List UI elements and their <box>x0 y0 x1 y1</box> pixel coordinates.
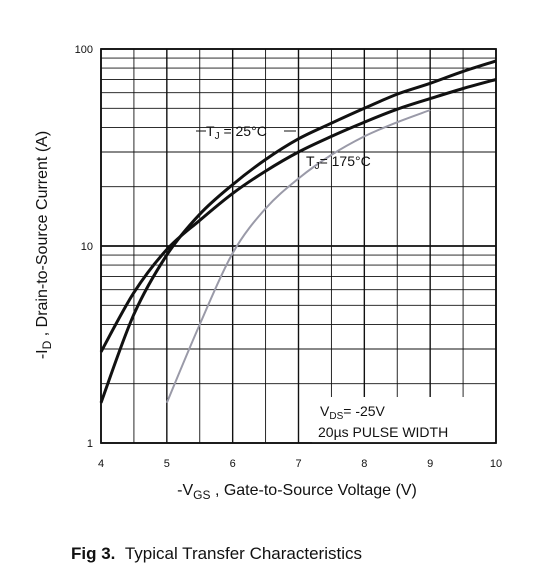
x-tick-label: 10 <box>490 458 502 470</box>
grid-lines <box>100 48 497 444</box>
x-tick-label: 9 <box>427 458 433 470</box>
x-tick-label: 7 <box>295 458 301 470</box>
y-tick-label: 1 <box>87 438 93 450</box>
vds-condition: VDS= -25V <box>320 403 386 422</box>
y-tick-label: 10 <box>81 241 93 253</box>
series-label-tj-175: TJ= 175°C <box>306 153 371 172</box>
series-labels: TJ = 25°C TJ= 175°C <box>196 123 371 172</box>
series-line-2 <box>165 109 431 404</box>
series-line-0 <box>99 59 497 404</box>
figure-number: Fig 3. <box>71 544 116 563</box>
tick-labels: 4 5 6 7 8 9 10 1 10 100 <box>75 44 502 470</box>
test-conditions-box: VDS= -25V 20µs PULSE WIDTH <box>312 397 494 443</box>
figure-title: Typical Transfer Characteristics <box>124 544 362 563</box>
pulse-width-condition: 20µs PULSE WIDTH <box>318 424 448 440</box>
x-tick-label: 5 <box>164 458 170 470</box>
series-layer <box>99 59 497 404</box>
x-axis-label: -VGS , Gate-to-Source Voltage (V) <box>177 482 417 502</box>
series-line-1 <box>99 78 497 353</box>
y-tick-label: 100 <box>75 44 93 56</box>
y-axis-label: -ID , Drain-to-Source Current (A) <box>34 131 54 359</box>
plot-frame <box>100 48 497 444</box>
x-tick-label: 8 <box>361 458 367 470</box>
annotation-background <box>312 397 494 443</box>
figure-caption: Fig 3. Typical Transfer Characteristics <box>71 544 362 564</box>
x-tick-label: 4 <box>98 458 104 470</box>
series-label-tj-25: TJ = 25°C <box>206 123 267 142</box>
x-tick-label: 6 <box>230 458 236 470</box>
